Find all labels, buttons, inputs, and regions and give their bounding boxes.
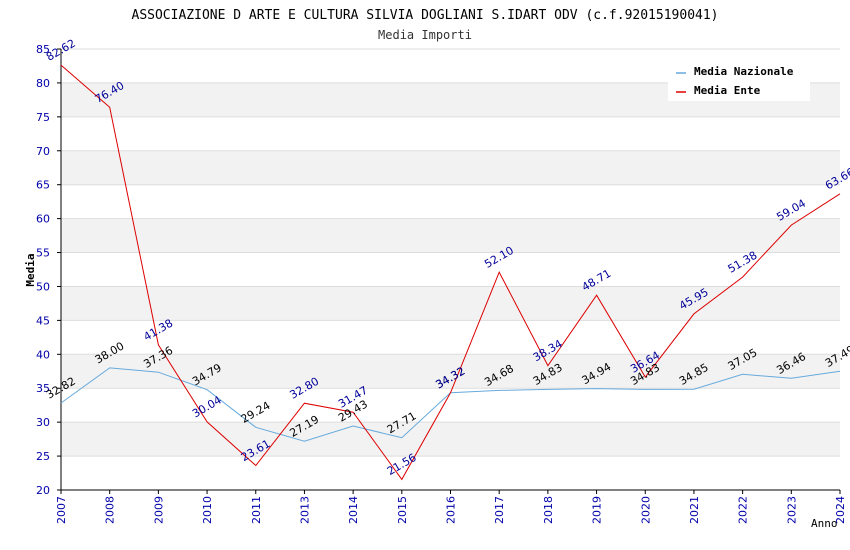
series-lines <box>60 64 841 481</box>
x-tick-label: 2009 <box>152 496 165 524</box>
y-tick-label: 25 <box>36 450 50 463</box>
y-tick-label: 20 <box>36 484 50 497</box>
series-line-ente <box>60 64 841 481</box>
legend-label-ente: Media Ente <box>694 84 761 97</box>
x-tick-label: 2013 <box>298 496 311 524</box>
x-tick-label: 2008 <box>104 496 117 524</box>
y-tick-label: 40 <box>36 348 50 361</box>
y-axis-label: Media <box>24 253 37 286</box>
x-tick-label: 2024 <box>834 496 847 524</box>
x-tick-label: 2015 <box>396 496 409 524</box>
x-tick-label: 2011 <box>250 496 263 524</box>
grid-band <box>61 150 840 185</box>
legend-label-nazionale: Media Nazionale <box>694 65 794 78</box>
y-tick-label: 65 <box>36 179 50 192</box>
x-tick-label: 2023 <box>785 496 798 524</box>
x-tick-label: 2007 <box>55 496 68 524</box>
y-tick-label: 50 <box>36 280 50 293</box>
x-tick-label: 2016 <box>445 496 458 524</box>
x-tick-label: 2014 <box>347 496 360 524</box>
y-tick-label: 45 <box>36 314 50 327</box>
x-tick-labels: 2007 2008 2009 2010 2011 2013 2014 2015 2016 2017… <box>55 496 847 524</box>
data-label-nazionale: 37.49 <box>823 343 850 370</box>
x-axis-label: Anno <box>811 517 838 530</box>
x-tick-label: 2018 <box>542 496 555 524</box>
grid-band <box>61 422 840 457</box>
x-tick-label: 2019 <box>591 496 604 524</box>
y-tick-label: 30 <box>36 416 50 429</box>
y-tick-label: 60 <box>36 213 50 226</box>
legend: Media Nazionale Media Ente <box>668 59 810 101</box>
x-tick-label: 2021 <box>688 496 701 524</box>
y-tick-label: 55 <box>36 247 50 260</box>
x-tick-label: 2022 <box>737 496 750 524</box>
grid-bands <box>61 82 840 457</box>
grid-band <box>61 218 840 253</box>
x-tick-label: 2017 <box>493 496 506 524</box>
grid-band <box>61 354 840 389</box>
legend-box <box>668 59 810 101</box>
y-tick-label: 70 <box>36 145 50 158</box>
x-tick-label: 2010 <box>201 496 214 524</box>
axes <box>60 49 840 491</box>
grid-band <box>61 286 840 321</box>
grid-lines <box>57 48 841 494</box>
y-tick-label: 80 <box>36 77 50 90</box>
x-tick-label: 2020 <box>639 496 652 524</box>
y-tick-labels: 20 25 30 35 40 45 50 55 60 65 70 75 80 85 <box>36 43 50 497</box>
chart-subtitle: Media Importi <box>378 28 472 42</box>
chart-title: ASSOCIAZIONE D ARTE E CULTURA SILVIA DOG… <box>132 8 719 23</box>
y-tick-label: 85 <box>36 43 50 56</box>
data-label-ente: 30.04 <box>190 393 224 420</box>
y-tick-label: 75 <box>36 111 50 124</box>
y-tick-label: 35 <box>36 382 50 395</box>
